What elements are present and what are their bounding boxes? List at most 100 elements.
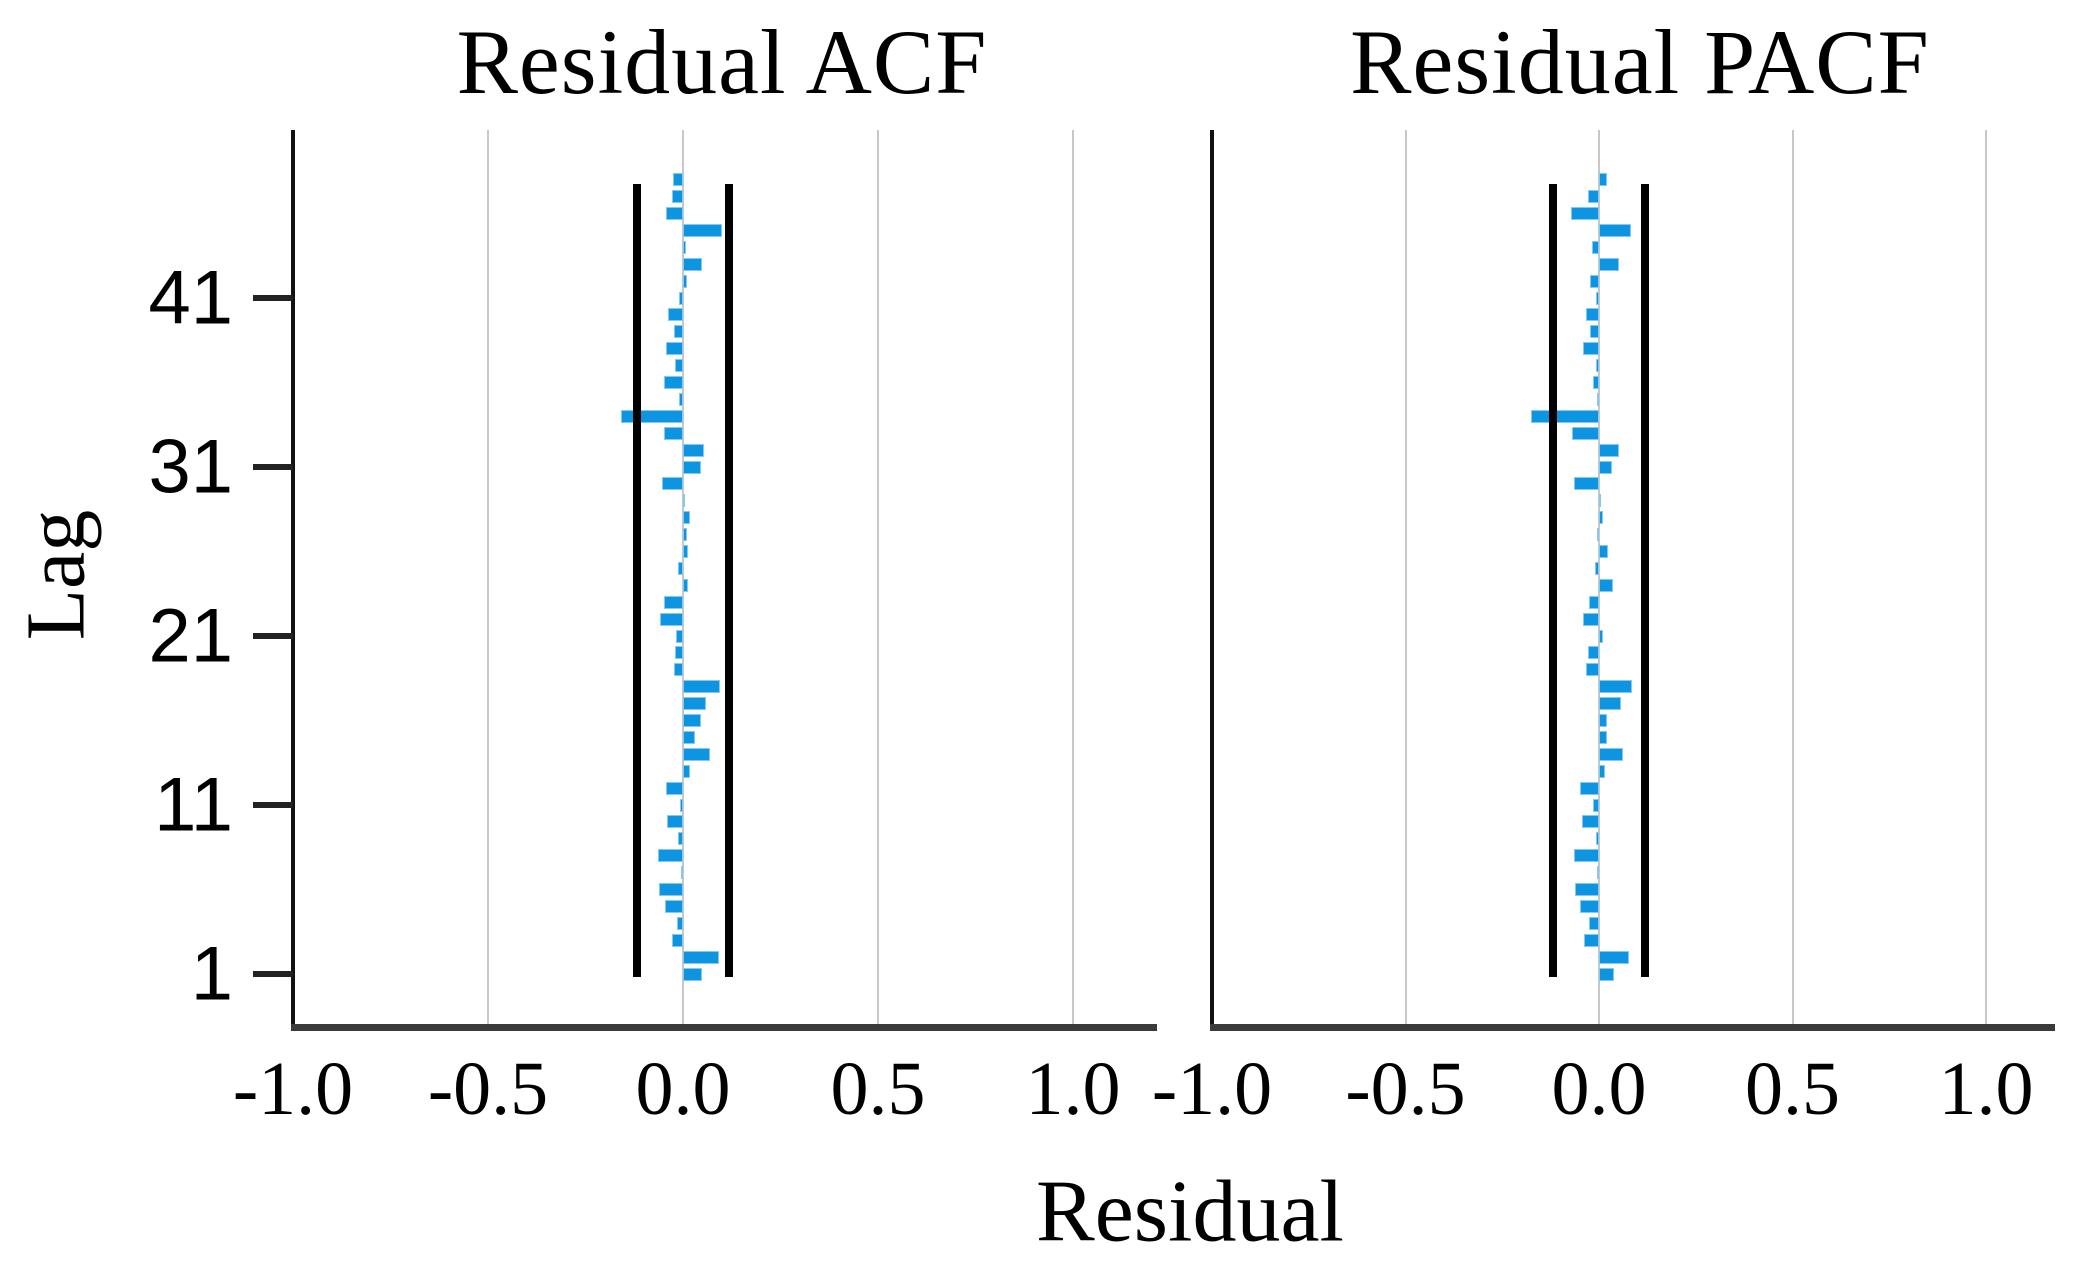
acf-bar-lag-29 [683,494,685,508]
pacf-bar-lag-5 [1579,899,1599,913]
acf-bar-lag-41 [679,291,683,305]
pacf-bar-lag-21 [1599,629,1603,643]
pacf-bar-lag-25 [1595,561,1599,575]
pacf-bar-lag-36 [1593,376,1599,389]
pacf-x-tick-label-0.5: 0.5 [1745,1047,1840,1131]
acf-bar-lag-7 [680,866,683,880]
pacf-bar-lag-26 [1599,545,1609,558]
acf-bar-lag-19 [674,663,683,677]
acf-bar-lag-12 [665,781,683,795]
pacf-bar-lag-38 [1582,342,1599,356]
acf-bar-lag-5 [665,899,683,913]
acf-gridline-0.0 [682,130,684,1024]
pacf-bar-lag-33 [1571,426,1599,440]
pacf-bar-lag-16 [1599,714,1608,727]
pacf-x-tick-label--1.0: -1.0 [1151,1047,1273,1131]
acf-confidence-line-lower [632,184,641,977]
pacf-bar-lag-20 [1587,646,1599,660]
pacf-bar-lag-3 [1583,933,1599,947]
acf-y-axis-line [291,130,295,1031]
pacf-bar-lag-10 [1581,815,1599,829]
pacf-bar-lag-17 [1599,697,1622,711]
acf-bar-lag-21 [675,629,683,643]
acf-bar-lag-16 [683,714,701,727]
pacf-bar-lag-40 [1585,308,1599,322]
pacf-bar-lag-27 [1597,528,1599,542]
acf-y-tick-label-11: 11 [154,762,233,848]
acf-x-tick-label--1.0: -1.0 [232,1047,354,1131]
acf-y-tick-label-21: 21 [148,593,233,679]
acf-bar-lag-45 [683,223,722,237]
pacf-gridline--0.5 [1404,130,1407,1024]
x-axis-title-residual: Residual [1036,1163,1344,1261]
acf-bar-lag-36 [663,376,683,389]
acf-bar-lag-42 [683,274,688,288]
acf-bar-lag-1 [683,967,702,981]
pacf-panel-title: Residual PACF [1350,11,1930,113]
pacf-bar-lag-32 [1599,443,1620,457]
acf-y-tick-1 [253,971,293,977]
pacf-x-tick-label--0.5: -0.5 [1345,1047,1466,1131]
pacf-bar-lag-34 [1531,409,1599,423]
acf-bar-lag-37 [675,359,683,373]
pacf-confidence-line-lower [1549,184,1558,977]
pacf-bar-lag-11 [1592,798,1599,812]
acf-bar-lag-38 [666,342,683,356]
acf-bar-lag-20 [675,646,683,660]
pacf-bar-lag-14 [1599,747,1623,761]
acf-bar-lag-27 [683,528,687,542]
pacf-bar-lag-2 [1599,950,1630,964]
acf-y-tick-31 [253,464,293,470]
acf-bar-lag-18 [683,680,721,694]
acf-panel-title: Residual ACF [456,11,988,113]
acf-bar-lag-30 [661,477,683,491]
acf-bar-lag-47 [672,190,683,204]
acf-bar-lag-35 [679,392,683,406]
acf-bar-lag-25 [677,561,683,575]
pacf-bar-lag-30 [1574,477,1599,491]
pacf-bar-lag-28 [1599,511,1603,525]
pacf-bar-lag-22 [1583,612,1599,626]
acf-x-tick-label-0.0: 0.0 [635,1047,731,1131]
acf-gridline-0.5 [877,130,879,1024]
pacf-bar-lag-35 [1596,392,1599,406]
acf-bar-lag-15 [683,730,696,744]
pacf-bar-lag-31 [1599,460,1612,474]
acf-bar-lag-4 [676,916,683,930]
pacf-confidence-line-upper [1640,184,1649,977]
acf-bar-lag-2 [683,950,720,964]
acf-y-tick-11 [253,802,293,808]
acf-bar-lag-24 [683,578,688,592]
pacf-bar-lag-41 [1596,291,1599,305]
pacf-bar-lag-18 [1599,680,1633,694]
pacf-bar-lag-9 [1595,832,1599,846]
acf-y-tick-label-41: 41 [148,255,233,341]
pacf-bar-lag-6 [1574,883,1599,896]
pacf-bar-lag-23 [1588,595,1599,609]
acf-bar-lag-31 [683,460,702,474]
pacf-bar-lag-24 [1599,578,1613,592]
acf-bar-lag-40 [668,308,683,322]
pacf-bar-lag-48 [1599,173,1607,187]
acf-bar-lag-26 [683,545,689,558]
pacf-bar-lag-37 [1595,359,1599,373]
acf-bar-lag-14 [683,747,710,761]
acf-bar-lag-22 [660,612,683,626]
pacf-gridline-1.0 [1985,130,1987,1024]
acf-bar-lag-8 [658,849,683,863]
pacf-bar-lag-1 [1599,967,1615,981]
pacf-y-axis-line [1210,130,1214,1031]
pacf-bar-lag-4 [1588,916,1599,930]
acf-y-tick-41 [253,295,293,301]
acf-bar-lag-28 [683,511,690,525]
acf-bar-lag-32 [683,443,704,457]
acf-x-tick-label--0.5: -0.5 [427,1047,549,1131]
pacf-bar-lag-13 [1599,764,1605,778]
acf-x-tick-label-1.0: 1.0 [1025,1047,1121,1131]
pacf-bar-lag-19 [1585,663,1599,677]
pacf-bar-lag-47 [1587,190,1599,204]
pacf-bar-lag-44 [1592,240,1599,254]
acf-bar-lag-11 [679,798,683,812]
acf-bar-lag-23 [664,595,683,609]
acf-y-tick-label-31: 31 [148,424,233,510]
